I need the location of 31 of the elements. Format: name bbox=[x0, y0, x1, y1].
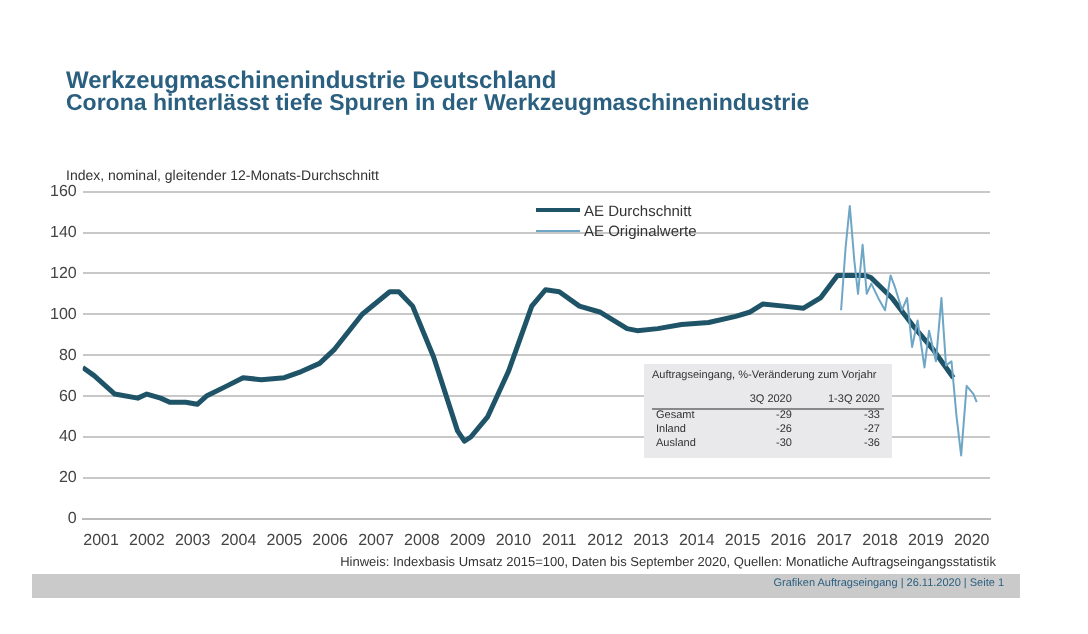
x-tick-label: 2010 bbox=[495, 530, 533, 549]
x-tick-label: 2016 bbox=[770, 530, 808, 549]
y-tick-label: 20 bbox=[58, 468, 78, 487]
y-tick-label: 60 bbox=[58, 386, 78, 405]
x-tick-label: 2009 bbox=[449, 530, 487, 549]
x-tick-label: 2006 bbox=[312, 530, 350, 549]
x-tick-label: 2002 bbox=[129, 530, 166, 549]
y-tick-label: 40 bbox=[58, 427, 78, 446]
x-tick-label: 2013 bbox=[633, 530, 670, 549]
y-tick-label: 0 bbox=[67, 509, 78, 528]
x-tick-label: 2007 bbox=[358, 530, 395, 549]
y-tick-label: 160 bbox=[49, 182, 78, 201]
x-tick-label: 2014 bbox=[678, 530, 716, 549]
x-tick-label: 2012 bbox=[587, 530, 624, 549]
chart-title: Werkzeugmaschinenindustrie Deutschland bbox=[66, 66, 557, 94]
x-tick-label: 2011 bbox=[542, 530, 578, 549]
x-tick-label: 2020 bbox=[953, 530, 991, 549]
y-tick-label: 80 bbox=[58, 345, 78, 364]
y-tick-label: 140 bbox=[49, 222, 78, 241]
y-tick-label: 100 bbox=[49, 304, 78, 323]
x-tick-label: 2003 bbox=[174, 530, 212, 549]
y-tick-label: 120 bbox=[49, 263, 78, 282]
x-tick-label: 2017 bbox=[816, 530, 854, 549]
x-tick-label: 2019 bbox=[908, 530, 945, 549]
x-tick-label: 2001 bbox=[83, 530, 120, 549]
chart-subtitle: Corona hinterlässt tiefe Spuren in der Werkzeugmaschinenindustrie bbox=[66, 92, 810, 116]
x-tick-label: 2015 bbox=[724, 530, 762, 549]
x-tick-label: 2008 bbox=[403, 530, 441, 549]
x-tick-label: 2005 bbox=[266, 530, 304, 549]
x-tick-label: 2018 bbox=[862, 530, 899, 549]
x-tick-label: 2004 bbox=[220, 530, 258, 549]
